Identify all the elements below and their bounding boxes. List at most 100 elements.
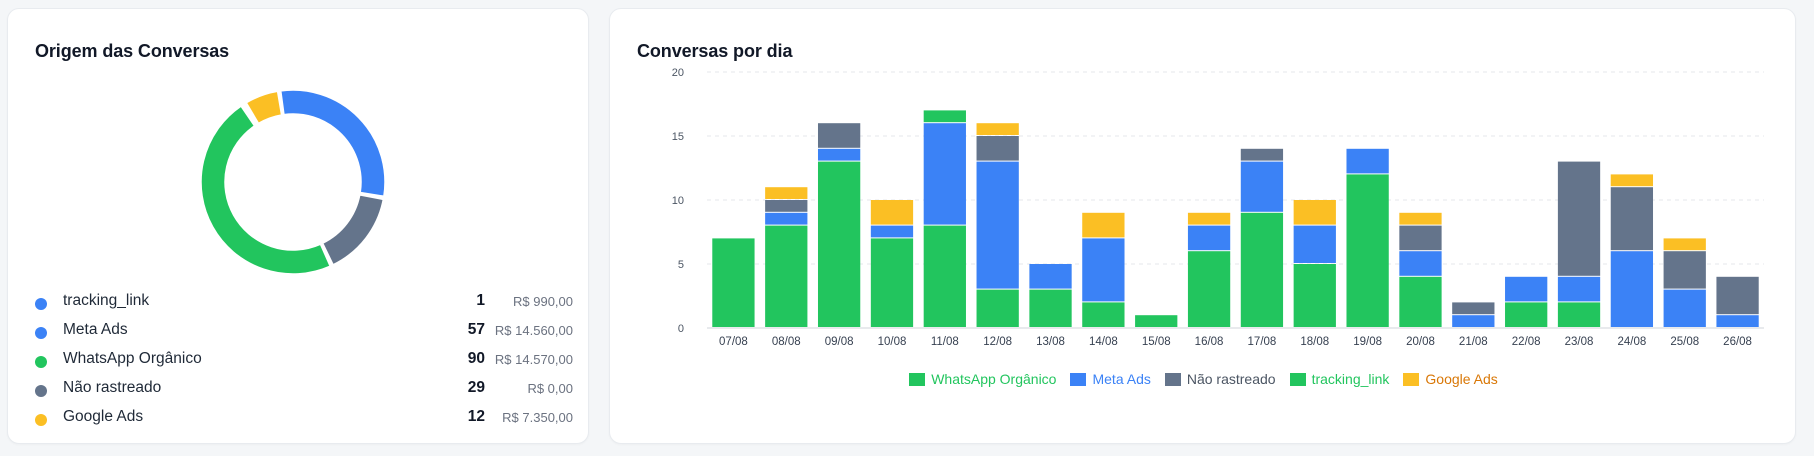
donut-slice xyxy=(242,103,258,126)
origem-value: R$ 7.350,00 xyxy=(502,410,573,425)
bar-segment xyxy=(1135,315,1178,327)
origem-value: R$ 14.570,00 xyxy=(494,352,573,367)
origem-legend-item: tracking_link 1 R$ 990,00 xyxy=(35,291,573,320)
x-tick-label: 24/08 xyxy=(1617,336,1646,348)
bar-segment xyxy=(1399,212,1442,225)
bar-segment xyxy=(1293,225,1336,263)
legend-label: Google Ads xyxy=(1425,371,1498,387)
origem-count: 1 xyxy=(476,292,485,309)
legend-swatch-icon xyxy=(1070,372,1087,386)
bar-segment xyxy=(1505,276,1548,302)
bar-segment xyxy=(976,289,1019,327)
bar-segment xyxy=(870,238,914,327)
x-tick-label: 07/08 xyxy=(719,336,748,348)
bar-segment xyxy=(1505,302,1548,327)
origem-name: tracking_link xyxy=(63,292,150,309)
x-tick-label: 20/08 xyxy=(1406,336,1435,348)
bar-segment xyxy=(1082,212,1125,238)
bar-segment xyxy=(1346,174,1389,327)
bar-segment xyxy=(1293,264,1336,327)
legend-label: Meta Ads xyxy=(1092,371,1151,387)
x-tick-label: 21/08 xyxy=(1459,336,1488,348)
bar-segment xyxy=(1716,276,1759,315)
origem-title: Origem das Conversas xyxy=(35,41,230,61)
legend-dot-icon xyxy=(35,414,47,426)
bar-segment xyxy=(1399,225,1442,251)
origem-legend-item: WhatsApp Orgânico 90 R$ 14.570,00 xyxy=(35,349,573,378)
conversas-por-dia-title: Conversas por dia xyxy=(637,41,793,61)
bar-segment xyxy=(976,161,1019,289)
bar-segment xyxy=(1082,238,1125,302)
origem-count: 29 xyxy=(467,379,485,396)
bar-segment xyxy=(923,123,966,225)
legend-item[interactable]: Meta Ads xyxy=(1070,371,1151,387)
x-tick-label: 16/08 xyxy=(1195,336,1224,348)
origem-value: R$ 14.560,00 xyxy=(494,323,573,338)
legend-dot-icon xyxy=(35,298,47,310)
origem-value: R$ 990,00 xyxy=(513,294,573,309)
bar-segment xyxy=(1663,238,1706,251)
bar-chart-legend: WhatsApp Orgânico Meta Ads Não rastreado tr… xyxy=(610,371,1797,387)
bar-segment xyxy=(1187,251,1231,327)
x-tick-label: 19/08 xyxy=(1353,336,1382,348)
legend-swatch-icon xyxy=(1289,372,1306,386)
bar-segment xyxy=(1293,200,1336,225)
x-tick-label: 25/08 xyxy=(1670,336,1699,348)
x-tick-label: 13/08 xyxy=(1036,336,1065,348)
x-tick-label: 15/08 xyxy=(1142,336,1171,348)
y-tick-label: 10 xyxy=(672,195,684,207)
bar-segment xyxy=(1610,174,1654,187)
legend-label: WhatsApp Orgânico xyxy=(931,371,1057,387)
bar-segment xyxy=(1610,187,1654,251)
legend-dot-icon xyxy=(35,356,47,368)
bar-segment xyxy=(765,212,808,225)
bar-segment xyxy=(1663,251,1706,289)
y-tick-label: 15 xyxy=(672,131,684,143)
bar-segment xyxy=(1716,315,1759,327)
origem-legend-item: Meta Ads 57 R$ 14.560,00 xyxy=(35,320,573,349)
donut-slice xyxy=(321,194,385,266)
legend-swatch-icon xyxy=(1164,372,1181,386)
legend-item[interactable]: Não rastreado xyxy=(1164,371,1276,387)
bar-segment xyxy=(1346,148,1389,174)
bar-segment xyxy=(976,136,1019,161)
x-tick-label: 23/08 xyxy=(1565,336,1594,348)
bar-segment xyxy=(1399,276,1442,327)
bar-segment xyxy=(1187,212,1231,225)
bar-segment xyxy=(923,110,966,123)
legend-item[interactable]: tracking_link xyxy=(1289,371,1390,387)
legend-dot-icon xyxy=(35,385,47,397)
origem-card: Origem das Conversas tracking_link 1 R$ 99… xyxy=(7,8,589,444)
donut-chart xyxy=(200,89,386,275)
x-tick-label: 26/08 xyxy=(1723,336,1752,348)
bar-segment xyxy=(1082,302,1125,327)
bar-segment xyxy=(765,200,808,212)
donut-slice xyxy=(279,89,386,198)
bar-segment xyxy=(817,161,861,327)
bar-segment xyxy=(712,238,755,327)
bar-segment xyxy=(870,200,914,225)
y-tick-label: 5 xyxy=(678,259,684,271)
bar-segment xyxy=(817,123,861,148)
bar-segment xyxy=(1452,315,1495,327)
origem-name: Não rastreado xyxy=(63,379,162,396)
bar-segment xyxy=(1452,302,1495,315)
conversas-por-dia-card: Conversas por dia 0 5 10 15 20 07/08 08/08 09/0… xyxy=(609,8,1796,444)
origem-value: R$ 0,00 xyxy=(527,381,573,396)
y-tick-label: 0 xyxy=(678,323,684,335)
bar-segment xyxy=(1557,276,1601,302)
x-tick-label: 17/08 xyxy=(1248,336,1277,348)
origem-name: Google Ads xyxy=(63,408,144,425)
bar-segment xyxy=(1029,264,1072,289)
bar-segment xyxy=(765,187,808,199)
legend-item[interactable]: WhatsApp Orgânico xyxy=(909,371,1056,387)
legend-label: tracking_link xyxy=(1311,371,1390,387)
donut-slice xyxy=(245,90,283,125)
y-tick-label: 20 xyxy=(672,67,684,79)
x-tick-label: 09/08 xyxy=(825,336,854,348)
origem-count: 90 xyxy=(467,350,485,367)
bar-segment xyxy=(1557,302,1601,327)
legend-item[interactable]: Google Ads xyxy=(1403,371,1498,387)
x-tick-label: 22/08 xyxy=(1512,336,1541,348)
x-tick-label: 10/08 xyxy=(878,336,907,348)
